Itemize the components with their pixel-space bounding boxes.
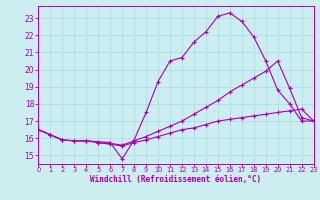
X-axis label: Windchill (Refroidissement éolien,°C): Windchill (Refroidissement éolien,°C) <box>91 175 261 184</box>
